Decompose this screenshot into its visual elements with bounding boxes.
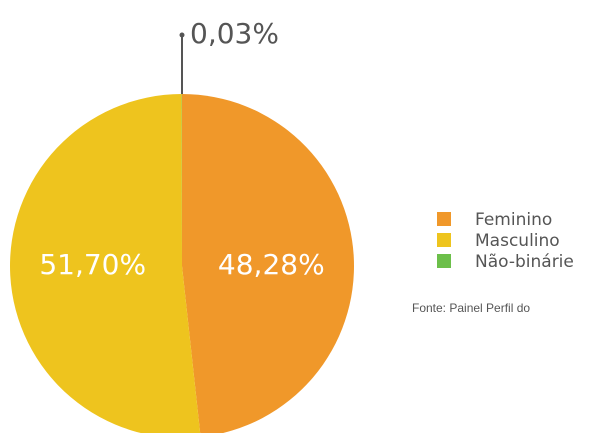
legend-swatch: [437, 212, 451, 226]
legend-label: Feminino: [475, 210, 552, 230]
legend-swatch: [437, 233, 451, 247]
pie-slice: [10, 94, 201, 433]
source-note: Fonte: Painel Perfil do: [412, 301, 530, 315]
value-label: 48,28%: [218, 248, 325, 281]
leader-dot: [179, 32, 185, 38]
value-label: 51,70%: [39, 248, 146, 281]
legend-label: Masculino: [475, 231, 560, 251]
value-label: 0,03%: [190, 17, 279, 50]
legend-swatch: [437, 254, 451, 268]
legend-label: Não-binárie: [475, 252, 574, 272]
pie-slice: [182, 94, 354, 433]
